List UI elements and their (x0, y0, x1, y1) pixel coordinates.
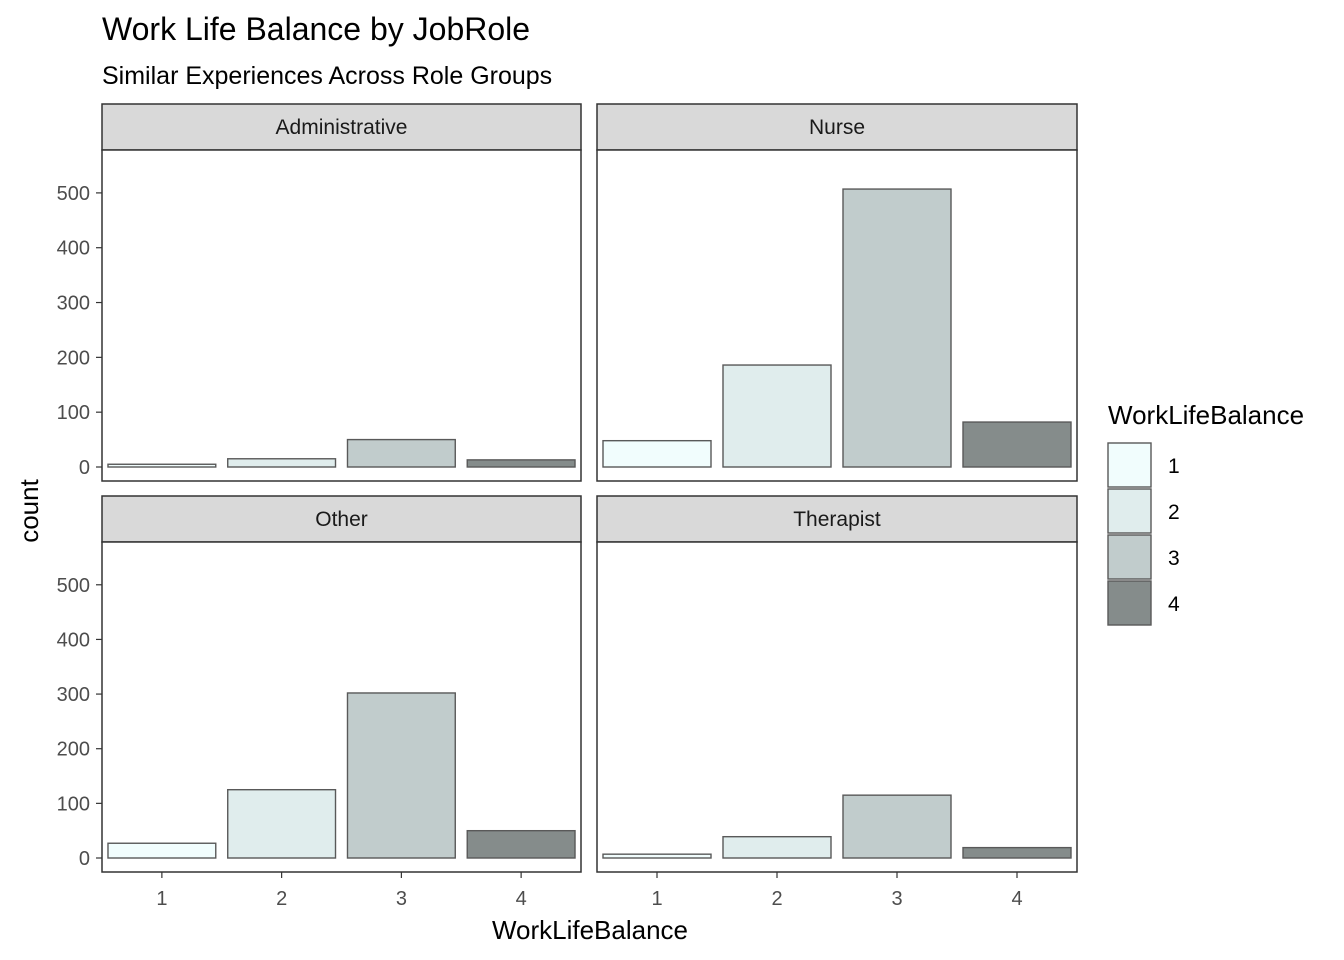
panel-border (101, 541, 582, 873)
legend-label: 1 (1168, 455, 1180, 478)
legend-key (1107, 442, 1152, 488)
panel-background (102, 150, 581, 481)
legend-title: WorkLifeBalance (1108, 400, 1304, 430)
chart-title: Work Life Balance by JobRole (102, 11, 530, 47)
facet-strip-label: Administrative (276, 116, 408, 139)
facet-strip-label: Nurse (809, 116, 865, 139)
y-tick-label: 100 (57, 793, 90, 815)
panel-border (596, 541, 1078, 873)
panel-border (101, 149, 582, 482)
panel-background (102, 542, 581, 872)
facet-strip (101, 103, 582, 151)
bar (722, 835, 832, 859)
facet-panels: Administrative 0 100 200 300 400 500 Nurse Other… (57, 103, 1078, 910)
y-tick-label: 300 (57, 293, 90, 315)
bar (962, 421, 1072, 468)
y-tick-label: 300 (57, 684, 90, 706)
panel-background (597, 542, 1077, 872)
facet-strip-label: Therapist (793, 508, 881, 531)
bar (722, 364, 832, 468)
x-tick-label: 2 (771, 888, 782, 910)
legend-key (1107, 534, 1152, 580)
bar (227, 458, 337, 468)
x-tick-label: 4 (1011, 888, 1022, 910)
legend-label: 3 (1168, 547, 1180, 570)
facet-strip-label: Other (315, 508, 368, 531)
x-tick-label: 3 (396, 888, 407, 910)
facet-panel: Nurse (596, 103, 1078, 482)
bar (602, 439, 712, 468)
legend-label: 4 (1168, 593, 1180, 616)
facet-strip (596, 103, 1078, 151)
bar (227, 788, 337, 859)
legend: WorkLifeBalance 1 2 3 4 (1107, 400, 1304, 626)
bar (842, 794, 952, 859)
y-tick-label: 0 (79, 848, 90, 870)
facet-panel: Administrative 0 100 200 300 400 500 (57, 103, 582, 482)
bar (466, 459, 576, 468)
y-tick-label: 0 (79, 457, 90, 479)
x-tick-label: 1 (651, 888, 662, 910)
y-tick-label: 500 (57, 183, 90, 205)
x-tick-label: 4 (516, 888, 527, 910)
bar (842, 188, 952, 468)
bar (602, 853, 712, 859)
y-tick-label: 500 (57, 575, 90, 597)
x-tick-label: 3 (891, 888, 902, 910)
bar (107, 842, 217, 859)
y-tick-label: 100 (57, 402, 90, 424)
y-tick-label: 400 (57, 629, 90, 651)
legend-label: 2 (1168, 501, 1180, 524)
y-tick-label: 200 (57, 347, 90, 369)
bar (466, 829, 576, 859)
x-tick-label: 2 (276, 888, 287, 910)
bar (962, 846, 1072, 859)
bar (107, 463, 217, 468)
y-tick-label: 400 (57, 238, 90, 260)
x-tick-label: 1 (156, 888, 167, 910)
y-tick-label: 200 (57, 739, 90, 761)
bar (346, 692, 456, 859)
panel-border (596, 149, 1078, 482)
x-axis-title: WorkLifeBalance (492, 915, 688, 945)
y-axis-title: count (14, 478, 44, 542)
bar (346, 438, 456, 468)
facet-panel: Other 0 100 200 300 400 500 1 2 3 4 (57, 495, 582, 910)
legend-key (1107, 488, 1152, 534)
facet-panel: Therapist 1 2 3 4 (596, 495, 1078, 910)
legend-key (1107, 580, 1152, 626)
chart-subtitle: Similar Experiences Across Role Groups (102, 62, 552, 90)
facet-strip (596, 495, 1078, 543)
